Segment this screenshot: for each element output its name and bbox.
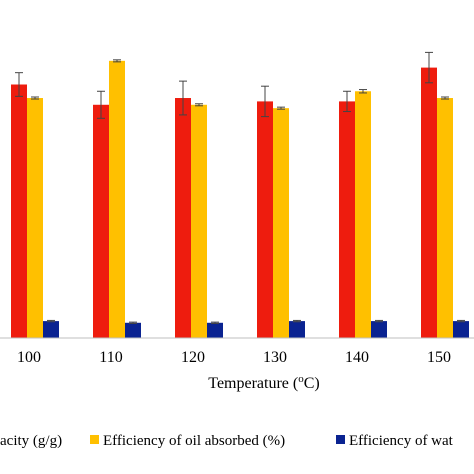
bar-series-2-cat-130	[273, 108, 289, 338]
error-bars-layer	[15, 51, 465, 324]
bar-series-2-cat-140	[355, 91, 371, 338]
error-bar-series-2-cat-100	[31, 96, 39, 100]
bar-series-1-cat-100	[11, 84, 27, 338]
error-bar-series-1-cat-150	[425, 51, 433, 84]
bar-series-1-cat-140	[339, 101, 355, 339]
x-tick-label-110: 110	[99, 349, 122, 366]
error-bar-series-2-cat-110	[113, 59, 121, 63]
x-tick-label-100: 100	[17, 349, 41, 366]
legend-label-series-3: Efficiency of wat	[349, 433, 454, 449]
error-bar-series-3-cat-140	[375, 319, 383, 323]
legend-swatch-series-3	[336, 435, 345, 444]
error-bar-series-3-cat-100	[47, 319, 55, 323]
bar-series-2-cat-150	[437, 98, 453, 339]
bar-series-3-cat-150	[453, 321, 469, 338]
error-bar-series-2-cat-130	[277, 106, 285, 110]
bar-series-3-cat-100	[43, 321, 59, 338]
bar-series-3-cat-110	[125, 322, 141, 338]
error-bar-series-3-cat-120	[211, 321, 219, 324]
legend-label-series-2: Efficiency of oil absorbed (%)	[103, 433, 285, 449]
error-bar-series-1-cat-120	[179, 80, 187, 116]
x-tick-label-130: 130	[263, 349, 287, 366]
bar-series-1-cat-150	[421, 67, 437, 338]
bar-series-2-cat-110	[109, 60, 125, 339]
x-tick-label-150: 150	[427, 349, 451, 366]
bar-series-3-cat-140	[371, 321, 387, 338]
x-tick-label-140: 140	[345, 349, 369, 366]
error-bar-series-2-cat-150	[441, 96, 449, 100]
x-axis-title: Temperature (oC)	[208, 373, 319, 392]
error-bar-series-1-cat-110	[97, 90, 105, 119]
error-bar-series-1-cat-130	[261, 85, 269, 118]
error-bar-series-2-cat-140	[359, 89, 367, 94]
error-bar-series-3-cat-150	[457, 319, 465, 323]
error-bar-series-2-cat-120	[195, 103, 203, 107]
bar-series-3-cat-130	[289, 321, 305, 338]
x-tick-label-120: 120	[181, 349, 205, 366]
bar-series-1-cat-120	[175, 98, 191, 339]
bar-series-2-cat-100	[27, 98, 43, 339]
legend-swatch-series-2	[90, 435, 99, 444]
error-bar-series-1-cat-140	[343, 90, 351, 113]
error-bar-series-3-cat-130	[293, 319, 301, 323]
bar-series-3-cat-120	[207, 322, 223, 338]
legend: acity (g/g) Efficiency of oil absorbed (%…	[0, 433, 454, 449]
error-bar-series-1-cat-100	[15, 72, 23, 97]
legend-label-series-1: acity (g/g)	[0, 433, 62, 449]
bars-layer	[11, 60, 469, 339]
bar-series-1-cat-110	[93, 104, 109, 338]
bar-series-2-cat-120	[191, 104, 207, 338]
bar-series-1-cat-130	[257, 101, 273, 339]
error-bar-series-3-cat-110	[129, 321, 137, 324]
x-tick-labels: 100 110 120 130 140 150	[17, 349, 451, 366]
